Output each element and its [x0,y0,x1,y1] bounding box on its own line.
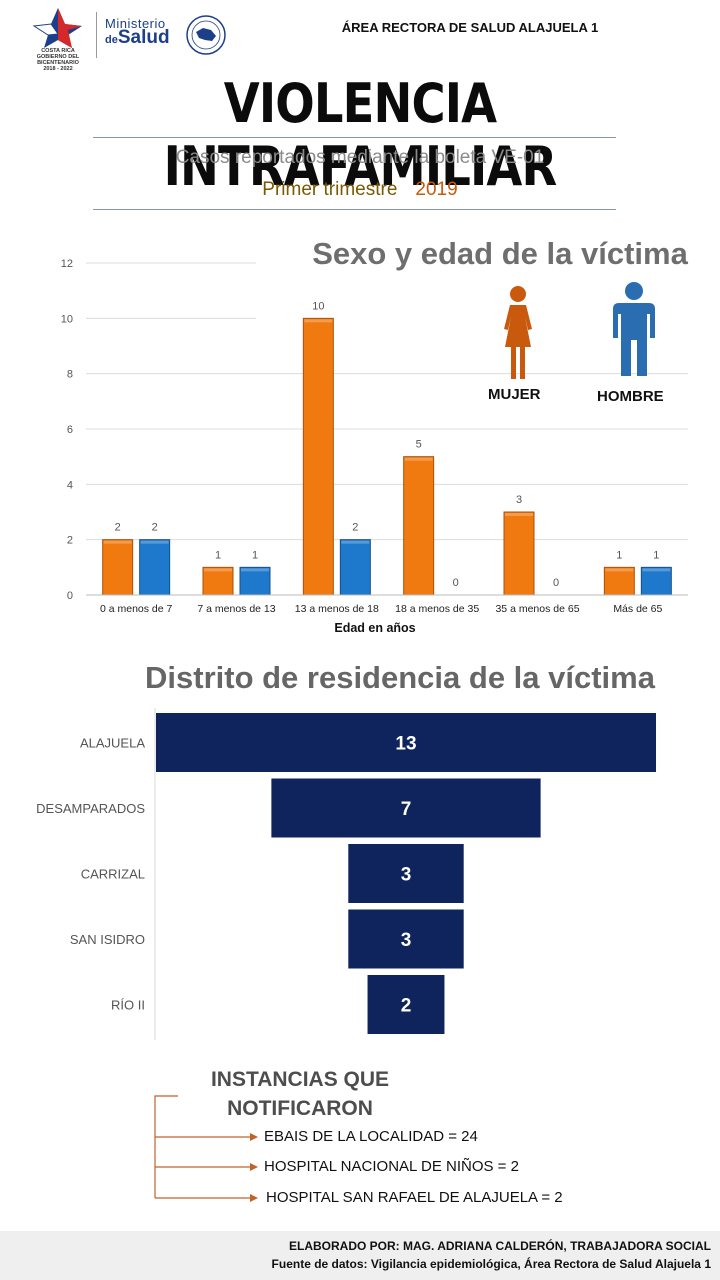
period-label: Primer trimestre [262,179,397,200]
bar-highlight [204,568,232,571]
data-label: 2 [152,522,158,534]
footer-source: Fuente de datos: Vigilancia epidemiológi… [272,1257,711,1271]
y-tick-label: 4 [67,479,73,491]
bar-mujer [504,512,534,595]
y-tick-label: 8 [67,369,73,381]
x-tick-label: 35 a menos de 65 [495,603,579,615]
bar-highlight [642,568,670,571]
page-subtitle: Casos reportados mediante la boleta VE-0… [0,147,720,169]
ministerio-salud-logo: Ministerio deSalud [96,12,232,58]
x-tick-label: 7 a menos de 13 [197,603,275,615]
x-tick-label: 13 a menos de 18 [295,603,379,615]
man-icon [609,282,659,378]
data-label: 1 [616,549,622,561]
bar-highlight [505,513,533,516]
legend-hombre: HOMBRE [597,388,664,405]
logo-de-text: de [105,34,118,46]
data-label: 3 [516,494,522,506]
chart-title-district: Distrito de residencia de la víctima [80,660,720,696]
arrow-icon [250,1194,258,1202]
data-label: 1 [653,549,659,561]
data-label: 0 [553,577,559,589]
bar-highlight [241,568,269,571]
district-label: DESAMPARADOS [36,801,145,816]
footer: ELABORADO POR: MAG. ADRIANA CALDERÓN, TR… [0,1231,720,1280]
bar-hombre [641,567,671,595]
district-value: 7 [401,799,412,820]
district-value: 2 [401,996,412,1017]
bar-mujer [203,567,233,595]
bar-hombre [140,540,170,595]
district-label: SAN ISIDRO [70,932,145,947]
period-year: 2019 [415,179,457,200]
woman-icon [496,285,540,381]
bar-highlight [405,458,433,461]
bar-mujer [103,540,133,595]
subtitle-divider [93,209,616,210]
data-label: 1 [252,549,258,561]
bar-highlight [104,541,132,544]
district-label: ALAJUELA [80,736,145,751]
title-divider [93,137,616,138]
footer-author: ELABORADO POR: MAG. ADRIANA CALDERÓN, TR… [289,1239,711,1253]
y-tick-label: 0 [67,590,73,602]
x-tick-label: 0 a menos de 7 [100,603,173,615]
district-value: 3 [401,865,412,886]
instancia-item: HOSPITAL SAN RAFAEL DE ALAJUELA = 2 [266,1189,563,1206]
data-label: 1 [215,549,221,561]
data-label: 5 [416,439,422,451]
instancias-connector [150,1090,270,1210]
bar-hombre [240,567,270,595]
y-tick-label: 2 [67,535,73,547]
y-tick-label: 6 [67,424,73,436]
logo-text-government: GOBIERNO DEL BICENTENARIO [18,54,98,66]
bar-highlight [304,319,332,322]
instancia-item: EBAIS DE LA LOCALIDAD = 24 [264,1128,478,1145]
ministry-seal-icon [185,14,227,56]
district-value: 3 [401,930,412,951]
x-axis-title: Edad en años [334,621,415,635]
logo-salud-text: deSalud [105,27,170,49]
data-label: 2 [352,522,358,534]
data-label: 10 [312,300,324,312]
x-tick-label: 18 a menos de 35 [395,603,479,615]
data-label: 0 [453,577,459,589]
y-tick-label: 10 [61,313,73,325]
district-funnel-chart: 13 ALAJUELA 7 DESAMPARADOS 3 CARRIZAL 3 SAN ISI… [0,700,720,1050]
chart-title-sex-age: Sexo y edad de la víctima [300,236,700,272]
costa-rica-logo: COSTA RICA GOBIERNO DEL BICENTENARIO 201… [18,4,98,66]
bar-hombre [340,540,370,595]
bar-highlight [141,541,169,544]
x-tick-label: Más de 65 [613,603,662,615]
logo-salud-word: Salud [118,27,170,48]
data-label: 2 [115,522,121,534]
bar-highlight [605,568,633,571]
y-tick-label: 12 [61,258,73,270]
arrow-icon [250,1163,258,1171]
bicentenario-star-icon [18,4,98,48]
bar-highlight [341,541,369,544]
bar-mujer [303,318,333,595]
arrow-icon [250,1133,258,1141]
area-rectora-title: ÁREA RECTORA DE SALUD ALAJUELA 1 [300,20,640,35]
district-label: CARRIZAL [81,867,145,882]
bar-mujer [404,457,434,595]
legend-mujer: MUJER [488,386,541,403]
bar-mujer [604,567,634,595]
district-label: RÍO II [111,998,145,1013]
instancia-item: HOSPITAL NACIONAL DE NIÑOS = 2 [264,1158,519,1175]
district-value: 13 [395,734,416,755]
period: Primer trimestre 2019 [0,179,720,201]
